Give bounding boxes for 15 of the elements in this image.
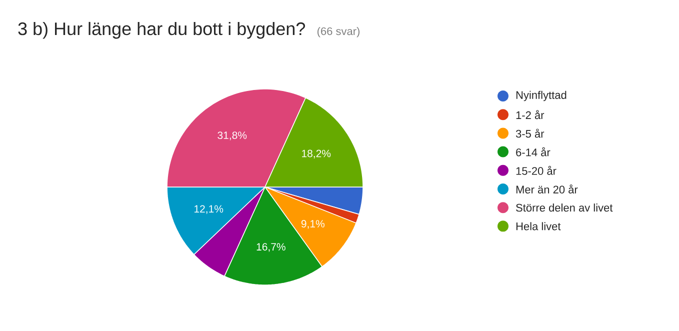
data-label: 9,1% bbox=[301, 220, 324, 229]
data-label: 12,1% bbox=[194, 205, 224, 214]
chart-subtitle: (66 svar) bbox=[317, 27, 360, 38]
legend-label: Mer än 20 år bbox=[516, 184, 578, 194]
data-label: 18,2% bbox=[302, 150, 331, 158]
legend-label: Hela livet bbox=[516, 222, 561, 230]
data-label: 16,7% bbox=[256, 243, 286, 252]
legend-label: 15-20 år bbox=[516, 166, 556, 175]
data-label: 31,8% bbox=[218, 132, 247, 140]
chart-title: 3 b) Hur länge har du bott i bygden? bbox=[18, 22, 306, 39]
legend-label: Större delen av livet bbox=[516, 204, 613, 212]
legend-label: 6-14 år bbox=[516, 147, 550, 156]
legend-label: Nyinflyttad bbox=[516, 90, 566, 102]
legend-label: 3-5 år bbox=[516, 128, 544, 138]
legend-label: 1-2 år bbox=[516, 110, 544, 120]
